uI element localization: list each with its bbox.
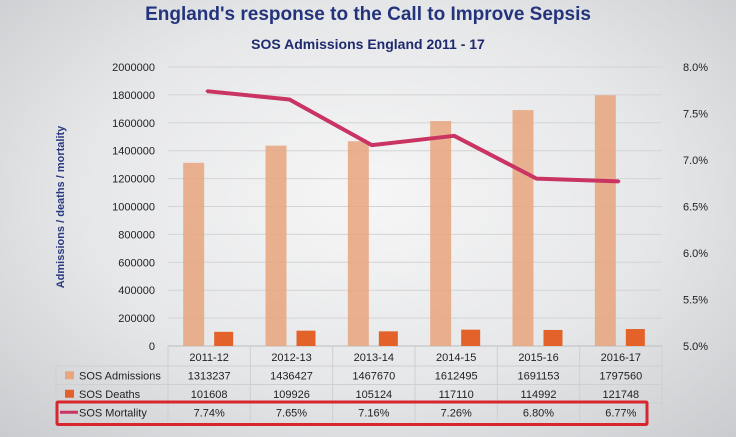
data-table: 2011-12 2012-13 2013-14 2014-15 2015-16 2016-… — [55, 346, 663, 426]
mortality-point — [535, 177, 538, 181]
y-tick-label: 1000000 — [112, 202, 155, 214]
grid — [168, 66, 662, 347]
table-cell: 121748 — [602, 389, 639, 401]
y-tick-label: 1200000 — [112, 174, 155, 186]
slide-title: England's response to the Call to Improv… — [145, 4, 591, 25]
x-tick-label: 2013-14 — [354, 352, 394, 364]
legend-swatch — [65, 389, 74, 398]
table-cell: 1612495 — [435, 370, 478, 382]
y2-tick-label: 8.0% — [683, 62, 708, 74]
table-cell: 114992 — [521, 389, 557, 401]
legend-label: SOS Deaths — [79, 389, 141, 401]
table-cell: 105124 — [355, 389, 392, 401]
y2-tick-label: 7.5% — [683, 109, 708, 121]
mortality-point — [205, 89, 209, 93]
bar-deaths — [625, 329, 645, 346]
table-cell: 1797560 — [599, 370, 642, 382]
x-tick-label: 2012-13 — [271, 352, 311, 364]
x-tick-label: 2015-16 — [518, 352, 558, 364]
y2-tick-label: 7.0% — [683, 155, 708, 167]
table-cell: 7.65% — [276, 407, 307, 419]
y-axis-label: Admissions / deaths / mortality — [55, 125, 67, 288]
bar-admissions — [265, 145, 287, 346]
y2-tick-label: 6.0% — [683, 248, 708, 260]
bar-admissions — [347, 141, 369, 346]
mortality-point — [452, 134, 456, 138]
highlight-box — [55, 400, 649, 426]
bar-deaths — [296, 330, 316, 346]
y-tick-label: 400000 — [118, 285, 155, 297]
bar-deaths — [461, 329, 481, 346]
y2-tick-label: 5.0% — [683, 341, 708, 353]
table-cell: 109926 — [273, 389, 310, 401]
y-tick-label: 0 — [149, 341, 155, 353]
mortality-line — [206, 89, 619, 184]
table-cell: 1467670 — [352, 370, 395, 382]
mortality-point — [617, 179, 621, 183]
chart-title: SOS Admissions England 2011 - 17 — [251, 36, 485, 52]
table-cell: 7.16% — [358, 407, 389, 419]
y-tick-label: 2000000 — [112, 62, 155, 74]
y-tick-label: 1600000 — [112, 118, 155, 130]
bar-deaths — [378, 331, 398, 346]
x-tick-label: 2014-15 — [436, 352, 476, 364]
mortality-point — [370, 143, 374, 147]
table-cell: 6.77% — [605, 407, 636, 419]
y-tick-label: 200000 — [118, 313, 155, 325]
table-cell: 101608 — [191, 389, 228, 401]
bar-admissions — [430, 121, 452, 346]
bar-admissions — [183, 162, 205, 346]
table-cell: 117110 — [439, 389, 474, 401]
y-axis-ticks: 0 200000 400000 600000 800000 1000000 1200000 1… — [112, 62, 155, 353]
y-tick-label: 1800000 — [112, 90, 155, 102]
table-cell: 1691153 — [517, 370, 559, 382]
table-cell: 6.80% — [523, 407, 554, 419]
legend-swatch — [65, 371, 74, 380]
y2-tick-label: 5.5% — [683, 295, 708, 307]
bar-admissions — [594, 95, 616, 346]
x-tick-label: 2011-12 — [189, 352, 229, 364]
bar-deaths — [543, 329, 563, 346]
y2-tick-label: 6.5% — [683, 202, 708, 214]
mortality-series — [205, 89, 621, 184]
bar-admissions — [512, 110, 534, 346]
bars — [183, 95, 645, 346]
table-cell: 7.74% — [194, 407, 225, 419]
y-tick-label: 600000 — [118, 257, 155, 269]
legend-label: SOS Admissions — [79, 370, 161, 382]
y-tick-label: 800000 — [118, 229, 155, 241]
table-cell: 1313237 — [188, 370, 231, 382]
y2-axis-ticks: 5.0% 5.5% 6.0% 6.5% 7.0% 7.5% 8.0% — [683, 62, 708, 353]
bar-deaths — [214, 331, 234, 346]
table-cell: 1436427 — [270, 370, 313, 382]
table-cell: 7.26% — [441, 407, 472, 419]
legend-label: SOS Mortality — [79, 407, 147, 419]
y-tick-label: 1400000 — [112, 146, 155, 158]
x-tick-label: 2016-17 — [601, 352, 641, 364]
mortality-point — [288, 98, 291, 102]
